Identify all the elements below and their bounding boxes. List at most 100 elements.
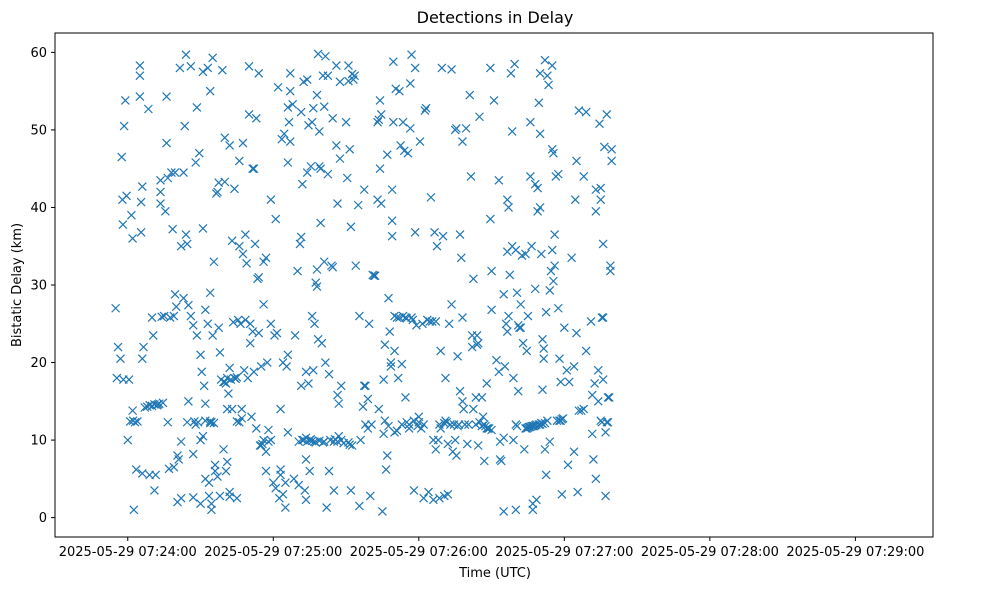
data-point [119, 121, 129, 131]
data-point [485, 63, 495, 73]
data-point [388, 57, 398, 67]
data-point [228, 317, 238, 327]
data-point [473, 338, 483, 348]
data-point [188, 493, 198, 502]
data-point [538, 385, 547, 395]
data-point [283, 350, 293, 360]
data-point [148, 330, 158, 340]
data-point [351, 261, 361, 271]
data-point [390, 311, 399, 321]
data-point [186, 311, 196, 321]
data-point [284, 117, 294, 127]
data-point [558, 413, 568, 423]
data-point [136, 197, 146, 207]
data-point [431, 317, 441, 326]
data-point [581, 107, 591, 117]
data-point [297, 179, 307, 189]
data-point [532, 495, 541, 505]
data-point [547, 245, 557, 255]
data-point [447, 299, 456, 309]
data-point [242, 258, 252, 268]
data-point [508, 435, 518, 445]
data-point [308, 365, 318, 375]
data-point [307, 311, 317, 321]
data-point [209, 418, 219, 428]
data-point [394, 86, 404, 96]
data-point [209, 257, 219, 267]
data-point [468, 404, 478, 414]
data-point [300, 486, 310, 495]
data-point [233, 315, 243, 325]
data-point [181, 230, 191, 240]
data-point [203, 319, 213, 329]
data-point [302, 75, 312, 84]
data-point [354, 501, 364, 511]
data-point [350, 71, 359, 81]
data-point [163, 417, 173, 427]
data-point [598, 313, 608, 322]
data-point [285, 137, 295, 146]
data-point [499, 506, 509, 516]
y-axis-ticks: 0 10 20 30 40 50 60 [30, 46, 55, 526]
data-point [602, 417, 612, 427]
data-point [601, 491, 610, 501]
data-point [409, 416, 419, 426]
x-tick-label: 2025-05-29 07:25:00 [204, 545, 342, 560]
data-point [116, 354, 125, 364]
data-point [194, 148, 204, 158]
data-point [266, 435, 276, 445]
data-point [208, 53, 218, 63]
data-point [219, 444, 228, 454]
data-point [308, 103, 318, 113]
data-point [562, 365, 572, 375]
data-point [304, 379, 313, 388]
data-point [535, 68, 545, 78]
data-point [492, 355, 501, 365]
data-point [590, 379, 600, 388]
data-point [122, 191, 131, 201]
data-point [305, 466, 315, 476]
data-point [205, 288, 215, 298]
data-point [544, 80, 553, 90]
data-point [240, 315, 250, 325]
data-point [374, 115, 384, 125]
data-point [156, 199, 165, 209]
data-point [176, 437, 186, 447]
data-point [247, 412, 256, 422]
data-point [443, 439, 453, 449]
data-point [489, 96, 499, 105]
data-point [607, 144, 617, 154]
data-point [453, 351, 463, 361]
data-point [499, 433, 509, 443]
data-point [460, 420, 470, 429]
data-point [181, 50, 191, 60]
data-point [200, 305, 210, 315]
data-point [513, 386, 523, 396]
data-point [179, 168, 188, 177]
data-point [599, 142, 609, 152]
data-point [427, 317, 437, 326]
data-point [539, 344, 549, 354]
data-point [374, 404, 384, 414]
data-point [436, 346, 446, 356]
data-point [276, 465, 285, 474]
data-point [462, 439, 472, 449]
data-point [222, 457, 232, 467]
data-point [541, 307, 551, 317]
data-point [323, 71, 333, 81]
data-point [193, 417, 203, 427]
data-point [401, 393, 410, 402]
x-tick-label: 2025-05-29 07:26:00 [350, 545, 488, 560]
data-point [198, 223, 208, 233]
data-point [539, 354, 549, 364]
data-point [522, 346, 532, 356]
data-point [273, 82, 283, 92]
data-point [280, 503, 290, 512]
data-point [266, 319, 276, 329]
data-point [256, 361, 266, 371]
y-tick-label: 40 [30, 201, 47, 216]
data-point [331, 61, 341, 70]
data-point [232, 372, 242, 382]
data-point [213, 472, 222, 481]
data-point [160, 206, 170, 216]
